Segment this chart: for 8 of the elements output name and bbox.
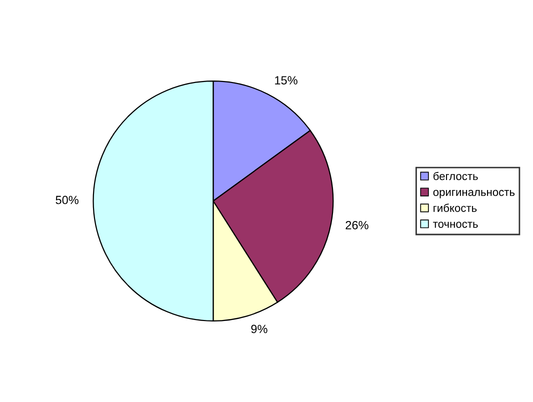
data-label: 50%: [56, 196, 78, 204]
data-label: 15%: [275, 76, 298, 84]
legend-label: беглость: [434, 172, 478, 180]
legend-label: гибкость: [434, 204, 477, 212]
data-label: 26%: [346, 220, 368, 230]
data-label: 9%: [251, 324, 268, 334]
legend-label: оригинальность: [433, 190, 515, 198]
legend-label: точность: [433, 222, 478, 228]
